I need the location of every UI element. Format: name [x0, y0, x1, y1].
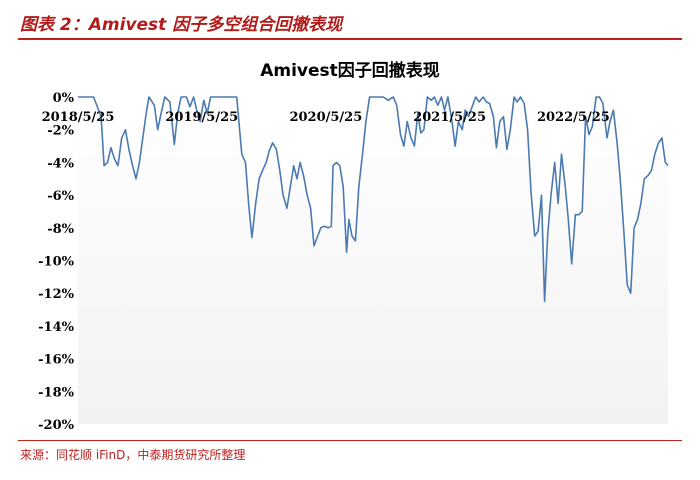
y-tick-label: -18%: [38, 385, 74, 400]
y-tick-label: -4%: [47, 156, 74, 171]
y-tick-label: -14%: [38, 320, 74, 335]
x-tick-label: 2022/5/25: [537, 110, 610, 125]
y-tick-label: -16%: [38, 353, 74, 368]
source-note: 来源：同花顺 iFinD，中泰期货研究所整理: [20, 448, 246, 462]
y-axis-ticks: 0% -2% -4% -6% -8% -10% -12% -14% -16% -18% -20%: [38, 91, 74, 433]
x-tick-label: 2020/5/25: [289, 110, 362, 125]
drawdown-area: [78, 97, 668, 424]
caption-divider: [18, 38, 682, 40]
chart-title: Amivest因子回撤表现: [260, 61, 440, 81]
x-tick-label: 2019/5/25: [165, 110, 238, 125]
y-tick-label: 0%: [53, 91, 75, 106]
y-tick-label: -2%: [47, 124, 74, 139]
y-tick-label: -20%: [38, 418, 74, 433]
figure-caption: 图表 2：Amivest 因子多空组合回撤表现: [20, 15, 343, 35]
y-tick-label: -10%: [38, 255, 74, 270]
x-axis-ticks: 2018/5/25 2019/5/25 2020/5/25 2021/5/25 2022…: [42, 110, 610, 125]
y-tick-label: -6%: [47, 189, 74, 204]
y-tick-label: -8%: [47, 222, 74, 237]
y-tick-label: -12%: [38, 287, 74, 302]
x-tick-label: 2021/5/25: [413, 110, 486, 125]
x-tick-label: 2018/5/25: [42, 110, 115, 125]
source-divider: [18, 440, 682, 441]
drawdown-line: [78, 96, 669, 303]
